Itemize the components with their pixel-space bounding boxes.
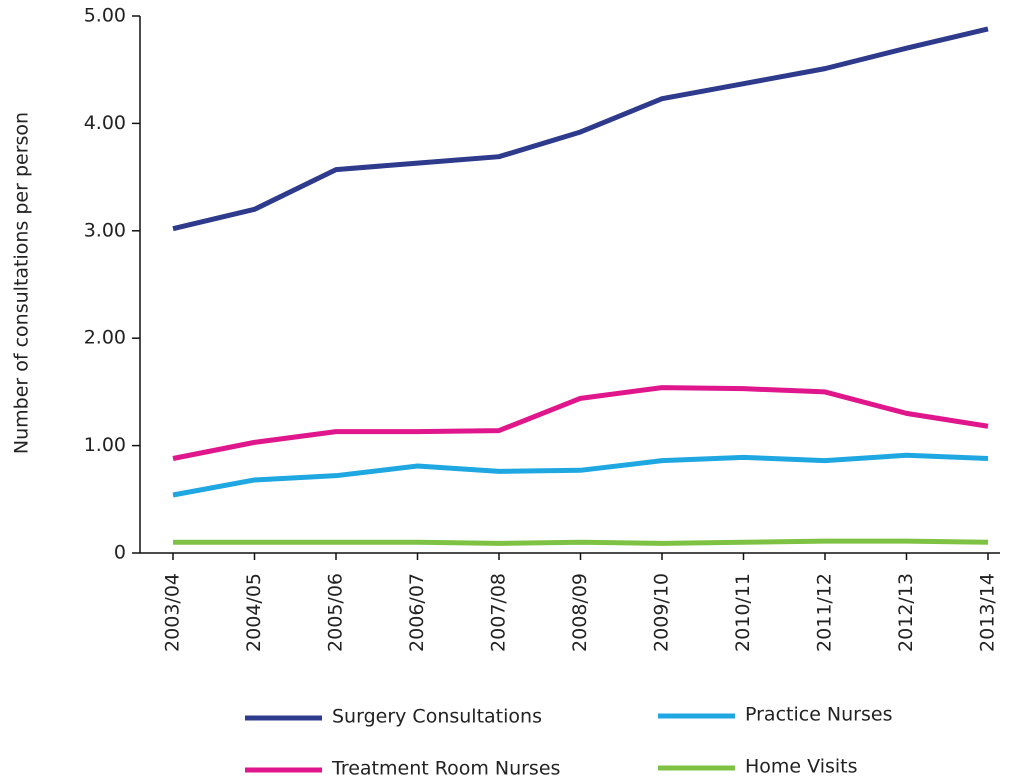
series-line: [172, 452, 989, 498]
legend-label: Surgery Consultations: [332, 706, 542, 728]
x-tick-label: 2006/07: [406, 573, 428, 652]
x-tick-label: 2004/05: [243, 573, 265, 652]
legend-label: Home Visits: [745, 756, 858, 778]
y-tick-label: 1.00: [84, 434, 126, 456]
y-tick-label: 5.00: [84, 5, 126, 27]
x-tick-label: 2009/10: [651, 573, 673, 652]
x-tick-label: 2008/09: [569, 573, 591, 652]
y-tick-label: 3.00: [84, 219, 126, 241]
legend-label: Treatment Room Nurses: [331, 758, 560, 780]
series-line: [173, 538, 989, 546]
x-tick-label: 2012/13: [895, 573, 917, 652]
x-tick-label: 2013/14: [977, 573, 999, 652]
series-line: [172, 26, 989, 232]
x-tick-label: 2005/06: [325, 573, 347, 652]
y-axis-label: Number of consultations per person: [11, 112, 33, 454]
y-tick-label: 2.00: [84, 327, 126, 349]
legend-label: Practice Nurses: [745, 704, 892, 726]
y-tick-label: 0: [114, 542, 126, 564]
x-tick-label: 2010/11: [732, 573, 754, 652]
x-tick-label: 2011/12: [814, 573, 836, 652]
series-line: [172, 385, 989, 461]
y-tick-label: 4.00: [84, 112, 126, 134]
x-tick-label: 2003/04: [162, 573, 184, 652]
x-tick-label: 2007/08: [488, 573, 510, 652]
